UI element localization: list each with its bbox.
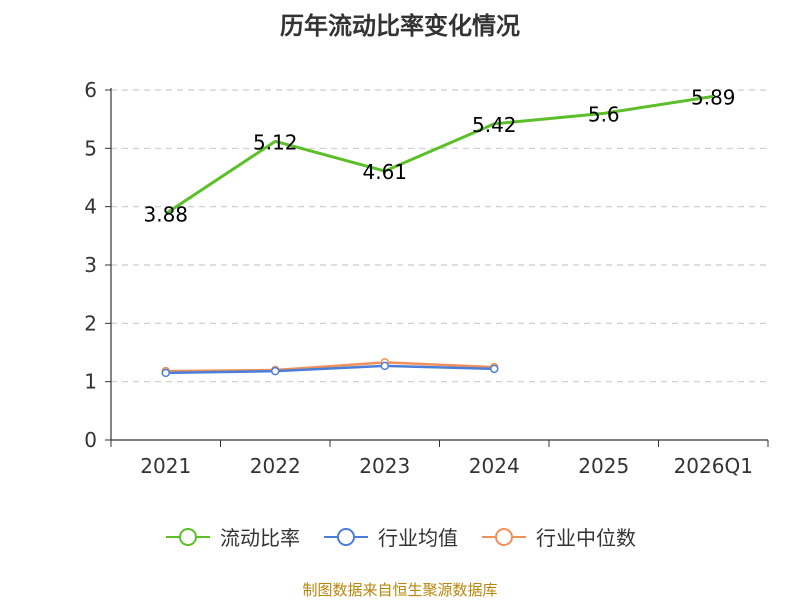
x-tick-label: 2024 xyxy=(469,454,520,478)
y-tick-label: 6 xyxy=(84,78,97,102)
x-tick-label: 2021 xyxy=(140,454,191,478)
data-label: 5.12 xyxy=(253,130,298,154)
y-tick-label: 2 xyxy=(84,311,97,335)
data-label: 5.42 xyxy=(472,113,517,137)
data-source-note: 制图数据来自恒生聚源数据库 xyxy=(302,581,498,599)
legend: 流动比率 行业均值 行业中位数 xyxy=(0,522,800,551)
legend-item-current-ratio[interactable]: 流动比率 xyxy=(164,522,300,551)
data-point-1 xyxy=(490,364,499,374)
x-tick-label: 2025 xyxy=(578,454,629,478)
data-point-1 xyxy=(161,368,170,378)
data-label: 5.89 xyxy=(691,85,736,109)
data-point-1 xyxy=(380,361,389,371)
legend-marker-industry-mean xyxy=(324,527,368,546)
data-label: 4.61 xyxy=(362,160,407,184)
series-line-1 xyxy=(165,364,495,375)
legend-item-industry-mean[interactable]: 行业均值 xyxy=(322,522,458,551)
y-tick-label: 3 xyxy=(84,253,97,277)
legend-marker-current-ratio xyxy=(166,527,210,546)
series-line-0 xyxy=(164,94,714,215)
y-tick-label: 5 xyxy=(84,136,97,160)
chart-title: 历年流动比率变化情况 xyxy=(280,12,520,40)
x-tick-label: 2023 xyxy=(359,454,410,478)
x-tick-label: 2022 xyxy=(250,454,301,478)
y-tick-label: 1 xyxy=(84,370,97,394)
legend-label-industry-median: 行业中位数 xyxy=(536,526,636,550)
legend-marker-industry-median xyxy=(482,527,526,546)
data-label: 5.6 xyxy=(588,102,620,126)
legend-item-industry-median[interactable]: 行业中位数 xyxy=(480,522,636,551)
legend-label-current-ratio: 流动比率 xyxy=(220,526,300,550)
series-line-2 xyxy=(165,361,495,373)
x-tick-label: 2026Q1 xyxy=(674,454,753,478)
y-tick-label: 0 xyxy=(84,428,97,452)
y-tick-label: 4 xyxy=(84,195,97,219)
legend-label-industry-mean: 行业均值 xyxy=(378,526,458,550)
data-label: 3.88 xyxy=(143,203,188,227)
data-point-1 xyxy=(271,366,280,376)
